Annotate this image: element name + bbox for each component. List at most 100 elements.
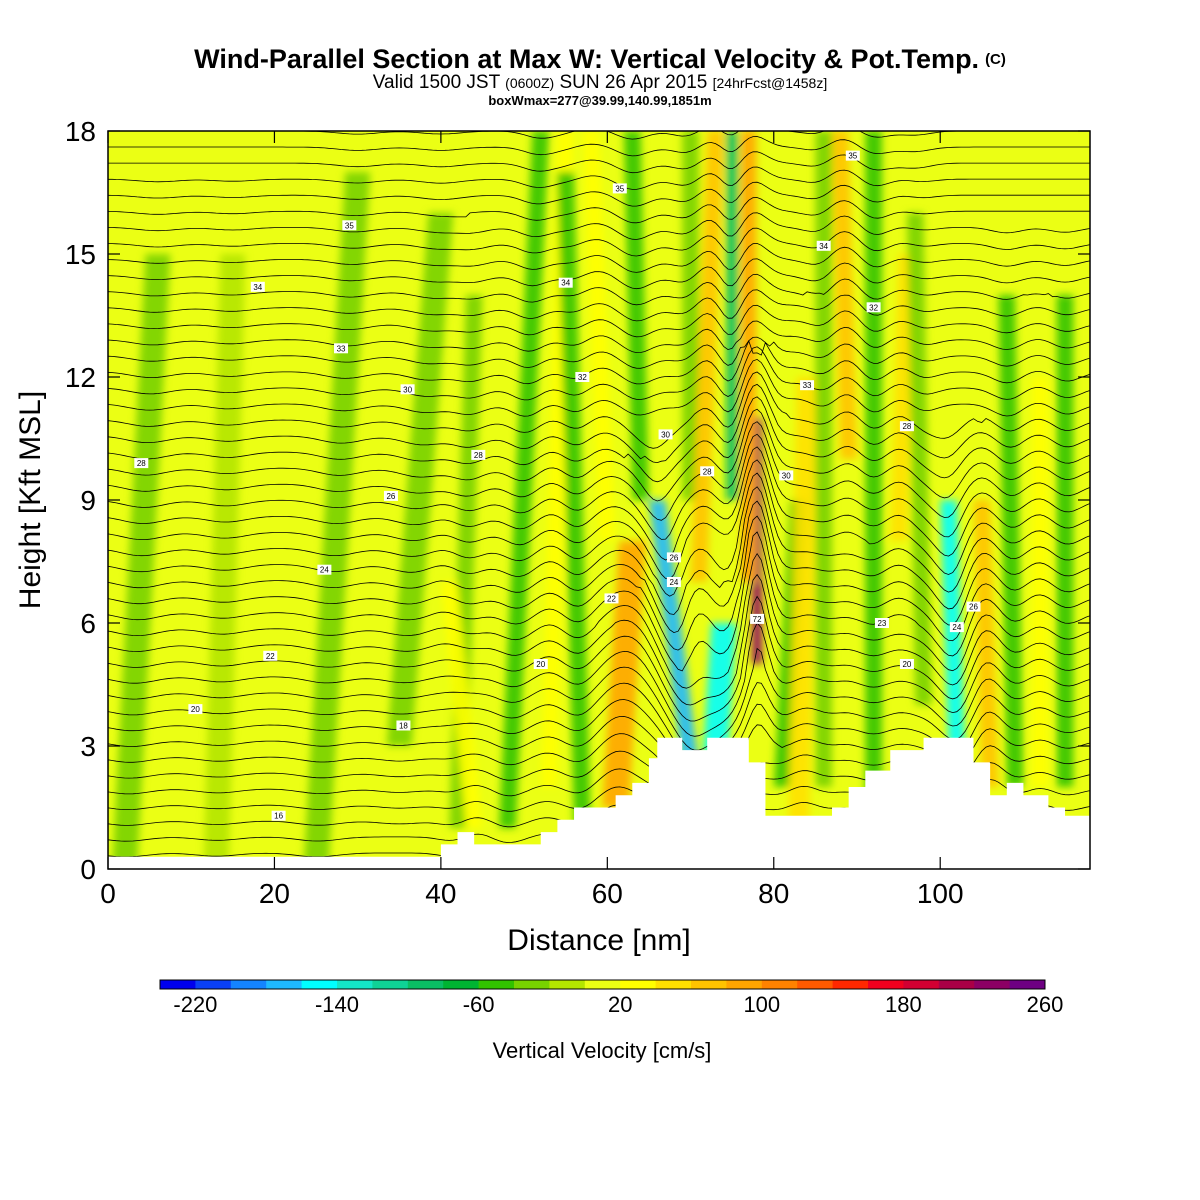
contour-label-bg-12	[533, 659, 548, 669]
colorbar-swatch-21	[903, 980, 940, 989]
contour-label-0: 28	[137, 459, 146, 468]
colorbar-swatch-9	[478, 980, 515, 989]
contour-label-bg-4	[271, 810, 286, 821]
velocity-plume-30	[1056, 295, 1074, 787]
theta-line-43	[108, 166, 1090, 190]
theta-line-10	[108, 682, 1090, 764]
contour-label-bg-29	[899, 421, 914, 432]
contour-label-19: 24	[669, 578, 678, 587]
y-tick-label-2: 6	[80, 608, 96, 639]
colorbar-swatch-2	[230, 980, 267, 989]
contour-label-bg-26	[866, 302, 881, 313]
velocity-plume-13	[703, 623, 737, 755]
colorbar-swatch-19	[832, 980, 869, 989]
x-axis-label: Distance [nm]	[507, 924, 690, 957]
velocity-plume-25	[906, 213, 932, 705]
contour-label-20: 28	[703, 467, 712, 476]
contour-label-24: 34	[819, 242, 828, 251]
contour-label-bg-8	[383, 490, 398, 501]
colorbar-swatch-15	[691, 980, 727, 989]
contour-label-bg-23	[800, 380, 815, 391]
colorbar-swatch-3	[266, 980, 303, 989]
velocity-plume-8	[557, 172, 591, 828]
contour-label-bg-30	[949, 622, 964, 633]
contour-label-bg-22	[779, 470, 794, 481]
contour-label-6: 33	[337, 344, 346, 353]
theta-line-20	[108, 472, 1090, 597]
contour-label-17: 30	[661, 430, 670, 439]
box-w-max-line: boxWmax=277@39.99,140.99,1851m	[488, 93, 712, 108]
contour-label-25: 35	[848, 152, 857, 161]
colorbar-tick-label-0: -220	[173, 992, 217, 1017]
velocity-field	[112, 131, 1074, 869]
theta-line-33	[108, 320, 1090, 354]
valid-zulu: (0600Z)	[505, 75, 555, 91]
contour-label-bg-25	[845, 150, 860, 161]
colorbar-tick-label-6: 260	[1027, 992, 1064, 1017]
theta-line-45	[108, 136, 1090, 157]
contour-label-bg-2	[250, 281, 265, 292]
contour-label-bg-28	[899, 659, 914, 669]
velocity-plume-23	[865, 131, 882, 828]
contour-label-bg-6	[334, 343, 349, 354]
theta-line-9	[108, 699, 1090, 775]
x-tick-label-3: 60	[592, 878, 623, 909]
y-tick-label-3: 9	[80, 485, 96, 516]
valid-date: SUN 26 Apr 2015	[559, 72, 708, 93]
contour-label-bg-17	[658, 429, 673, 440]
theta-line-12	[108, 622, 1090, 737]
theta-line-42	[108, 181, 1090, 207]
theta-line-36	[108, 273, 1090, 306]
colorbar-swatch-20	[868, 980, 904, 989]
contour-label-23: 33	[803, 381, 812, 390]
velocity-plume-3	[386, 213, 454, 746]
theta-line-41	[108, 197, 1090, 224]
velocity-plume-14	[682, 131, 699, 500]
colorbar-swatch-10	[514, 980, 550, 989]
plot-area: 28 20 34 22 16 24 33 35 26 18 30 28 20 34 32 22 35 30 26 24…	[108, 131, 1090, 869]
contour-label-bg-15	[604, 593, 619, 604]
velocity-plume-11	[623, 131, 649, 500]
colorbar-swatch-8	[443, 980, 480, 989]
theta-line-30	[108, 346, 1090, 401]
contour-label-18: 26	[669, 553, 678, 562]
theta-line-21	[108, 459, 1090, 580]
colorbar-swatch-1	[195, 980, 232, 989]
contour-label-bg-31	[966, 601, 981, 612]
colorbar-swatch-0	[160, 980, 196, 989]
velocity-plume-6	[499, 131, 550, 828]
contour-label-bg-24	[816, 240, 831, 251]
theta-line-17	[108, 515, 1090, 651]
theta-line-26	[108, 396, 1090, 483]
contour-label-12: 20	[536, 660, 545, 669]
chart-title: Wind-Parallel Section at Max W: Vertical…	[0, 44, 1200, 75]
theta-line-38	[108, 242, 1090, 273]
colorbar-swatch-4	[301, 980, 338, 989]
contour-label-14: 32	[578, 373, 587, 382]
velocity-plume-5	[440, 582, 483, 828]
colorbar-swatch-12	[584, 980, 621, 989]
contour-label-29: 28	[902, 422, 911, 431]
contour-label-bg-7	[342, 220, 357, 231]
contour-label-5: 24	[320, 566, 329, 575]
contour-label-8: 26	[386, 492, 395, 501]
contour-label-28: 20	[902, 660, 911, 669]
contour-label-bg-11	[471, 449, 486, 460]
contour-label-bg-18	[666, 552, 681, 563]
contour-label-11: 28	[474, 451, 483, 460]
contour-label-30: 24	[952, 623, 961, 632]
contour-label-3: 22	[266, 652, 275, 661]
contour-label-bg-13	[558, 277, 573, 288]
colorbar-swatch-11	[549, 980, 586, 989]
contour-label-1: 20	[191, 705, 200, 714]
contour-label-27: 23	[877, 619, 886, 628]
theta-line-22	[108, 446, 1090, 561]
y-tick-label-6: 18	[65, 116, 96, 147]
theta-line-46	[108, 131, 1090, 140]
contour-label-4: 16	[274, 812, 283, 821]
colorbar-tick-label-4: 100	[743, 992, 780, 1017]
theta-line-16	[108, 531, 1090, 672]
velocity-plume-15	[690, 131, 724, 582]
theta-line-15	[108, 552, 1090, 689]
contour-label-10: 30	[403, 385, 412, 394]
